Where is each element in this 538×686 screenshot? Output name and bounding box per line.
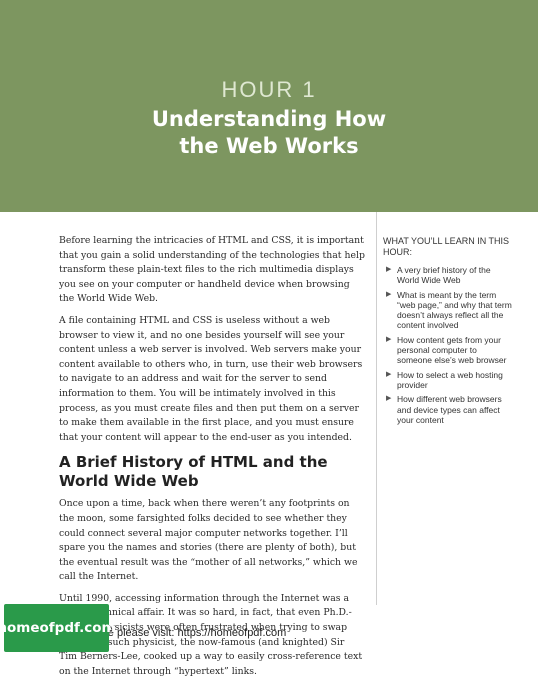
chapter-title-line-2: the Web Works: [179, 134, 359, 158]
triangle-right-icon: ▶: [386, 395, 392, 403]
list-item: ▶ What is meant by the term “web page,” a…: [383, 290, 513, 331]
chapter-banner: HOUR 1 Understanding How the Web Works: [0, 0, 538, 212]
triangle-right-icon: ▶: [386, 290, 392, 298]
footer-link-text[interactable]: ore please visit: https://homeofpdf.com: [98, 627, 287, 639]
triangle-right-icon: ▶: [386, 335, 392, 343]
section-heading: A Brief History of HTML and the World Wi…: [59, 453, 328, 491]
chapter-title-line-1: Understanding How: [151, 107, 387, 131]
list-item-text: How content gets from your personal comp…: [397, 334, 507, 366]
hour-label: HOUR 1: [221, 77, 317, 102]
list-item: ▶ A very brief history of the World Wide …: [383, 265, 513, 286]
site-logo[interactable]: homeofpdf.com: [0, 604, 116, 652]
section-paragraph: Once upon a time, back when there weren’…: [59, 498, 358, 583]
list-item: ▶ How content gets from your personal com…: [383, 335, 513, 366]
intro-paragraph: Before learning the intricacies of HTML …: [59, 235, 365, 305]
main-column: Before learning the intricacies of HTML …: [59, 234, 365, 686]
list-item: ▶ How to select a web hosting provider: [383, 370, 513, 391]
triangle-right-icon: ▶: [386, 266, 392, 273]
sidebar-heading: WHAT YOU’LL LEARN IN THIS HOUR:: [383, 236, 510, 257]
list-item-text: A very brief history of the World Wide W…: [397, 265, 491, 286]
list-item-text: How different web browsers and device ty…: [397, 394, 502, 425]
list-item: ▶ How different web browsers and device t…: [383, 394, 513, 425]
column-divider: [376, 212, 377, 605]
intro-paragraph: A file containing HTML and CSS is useles…: [59, 314, 363, 443]
chapter-title: Understanding How the Web Works: [0, 106, 538, 160]
learning-list: ▶ A very brief history of the World Wide …: [383, 265, 513, 425]
list-item-text: What is meant by the term “web page,” an…: [397, 289, 512, 331]
learning-sidebar: WHAT YOU’LL LEARN IN THIS HOUR: ▶ A very …: [383, 236, 513, 429]
triangle-right-icon: ▶: [386, 370, 392, 378]
list-item-text: How to select a web hosting provider: [397, 369, 503, 390]
